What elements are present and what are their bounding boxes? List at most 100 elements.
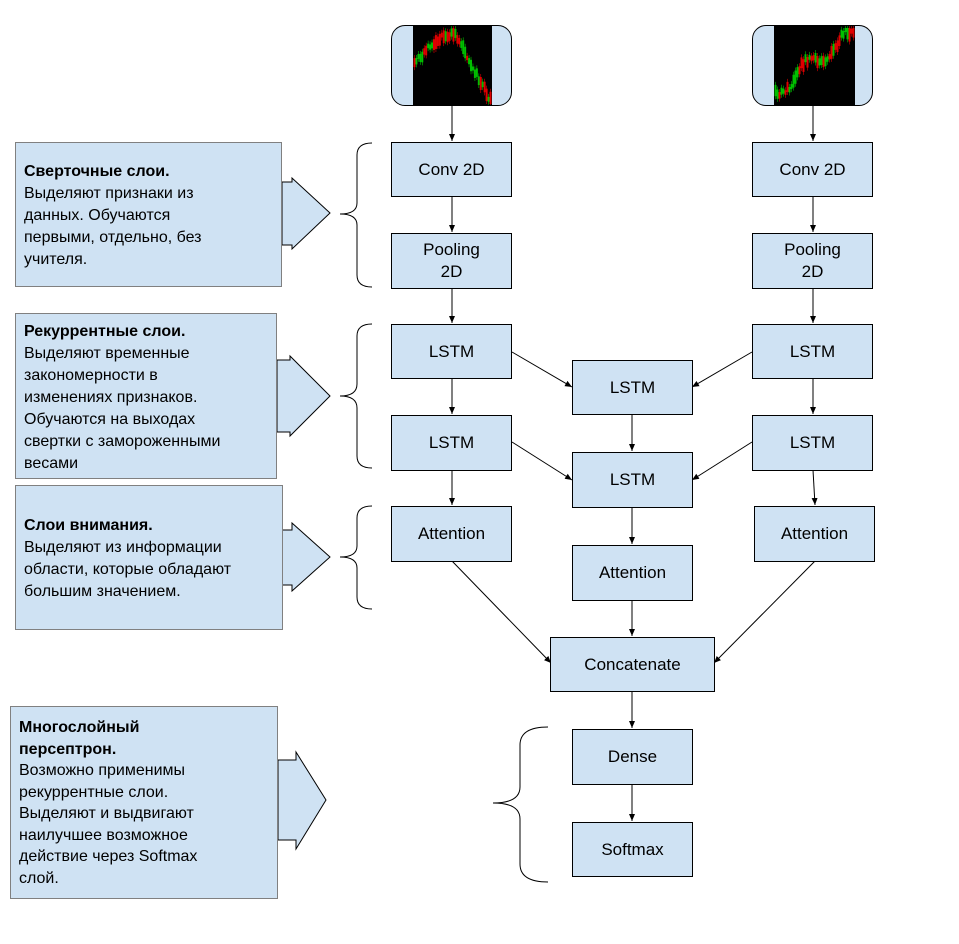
lstm-left-2-label: LSTM <box>428 433 475 452</box>
candle-body <box>421 51 424 63</box>
description-mlp-line: слой. <box>19 869 59 887</box>
description-attention-line: Выделяют из информации <box>24 539 222 556</box>
candle-body <box>487 96 490 102</box>
lstm-middle-1: LSTM <box>572 360 693 415</box>
candle-body <box>838 35 841 46</box>
description-recurrent-title: Рекуррентные слои. <box>24 323 186 340</box>
candle-body <box>460 41 463 48</box>
conv2d-left: Conv 2D <box>391 142 512 197</box>
candle-body <box>413 58 416 68</box>
candle-body <box>448 32 451 41</box>
conv2d-left-label: Conv 2D <box>418 159 485 179</box>
description-mlp: Многослойный персептрон. Возможно примен… <box>10 706 278 899</box>
candle-body <box>814 53 817 63</box>
chart-image-left <box>391 25 512 106</box>
candle-body <box>800 57 803 69</box>
candle-body <box>784 90 787 95</box>
description-conv-line: данных. Обучаются <box>24 207 171 224</box>
candle-body <box>776 89 779 99</box>
description-attention-line: области, которые обладают <box>24 561 232 578</box>
candle-body <box>810 56 813 62</box>
candle-body <box>431 42 434 49</box>
candle-body <box>824 57 827 67</box>
candle-body <box>794 70 797 84</box>
candle-body <box>446 31 449 43</box>
candle-body <box>450 28 453 37</box>
conv2d-right: Conv 2D <box>752 142 873 197</box>
candle-body <box>440 32 443 38</box>
candle-body <box>454 28 457 38</box>
description-attention-line: большим значением. <box>24 583 181 600</box>
candle-body <box>816 56 819 69</box>
candle-body <box>473 69 476 78</box>
candle-body <box>848 28 851 42</box>
candle-body <box>818 58 821 66</box>
description-conv-line: учителя. <box>24 251 88 268</box>
pooling2d-right-label-2: 2D <box>801 262 824 281</box>
candle-body <box>477 76 480 86</box>
candle-body <box>434 35 437 49</box>
description-mlp-line: действие через Softmax <box>19 848 198 865</box>
description-recurrent-line: закономерности в <box>24 367 158 384</box>
description-mlp-line: рекуррентные слои. <box>19 783 169 801</box>
candle-body <box>834 43 837 50</box>
candle-body <box>836 40 839 53</box>
candle-body <box>780 87 783 95</box>
candle-body <box>483 81 486 93</box>
candle-body <box>802 59 805 72</box>
attention-middle: Attention <box>572 545 693 601</box>
candle-body <box>466 55 469 61</box>
candle-body <box>468 58 471 65</box>
lstm-right-2: LSTM <box>752 415 873 471</box>
lstm-left-1-label: LSTM <box>428 341 475 361</box>
pooling2d-left: Pooling 2D <box>391 233 512 289</box>
dense: Dense <box>572 729 693 785</box>
description-recurrent-line: Выделяют временные <box>24 345 190 362</box>
candle-body <box>479 76 482 90</box>
candle-body <box>808 54 811 60</box>
candle-body <box>782 88 785 94</box>
candle-body <box>438 33 441 46</box>
candle-body <box>850 28 853 34</box>
pooling2d-left-label-2: 2D <box>440 262 463 281</box>
candle-body <box>436 36 439 46</box>
candle-body <box>456 35 459 44</box>
candle-body <box>423 48 426 55</box>
candle-body <box>444 31 447 42</box>
candle-body <box>820 56 823 65</box>
pooling2d-right-label: Pooling <box>784 240 841 259</box>
candle-body <box>852 28 855 38</box>
description-recurrent-line: свертки с замороженными <box>24 433 221 450</box>
candle-body <box>774 84 777 97</box>
lstm-right-1: LSTM <box>752 324 873 379</box>
attention-right: Attention <box>754 506 875 562</box>
description-conv-line: Выделяют признаки из <box>24 185 194 202</box>
candle-body <box>419 53 422 62</box>
candlestick-chart-left-icon <box>413 26 492 105</box>
candle-body <box>828 54 831 60</box>
lstm-middle-2: LSTM <box>572 452 693 508</box>
candle-body <box>792 74 795 88</box>
candle-body <box>425 45 428 56</box>
softmax-label: Softmax <box>601 839 664 859</box>
description-attention: Слои внимания. Выделяют из информации об… <box>15 485 283 630</box>
candle-body <box>427 43 430 49</box>
candle-body <box>842 30 845 39</box>
description-recurrent: Рекуррентные слои. Выделяют временные за… <box>15 313 277 479</box>
attention-middle-label: Attention <box>598 563 667 582</box>
candle-body <box>804 54 807 63</box>
attention-left-label: Attention <box>417 524 486 543</box>
description-recurrent-line: весами <box>24 455 79 472</box>
candle-body <box>417 54 420 59</box>
candle-body <box>475 68 478 77</box>
candle-body <box>788 87 791 93</box>
candle-body <box>452 28 455 42</box>
description-mlp-line: наилучшее возможное <box>19 826 188 844</box>
candle-body <box>778 92 781 99</box>
lstm-left-1: LSTM <box>391 324 512 379</box>
description-conv-title: Сверточные слои. <box>24 163 170 180</box>
description-mlp-line: Выделяют и выдвигают <box>19 805 194 822</box>
candle-body <box>796 67 799 78</box>
lstm-right-1-label: LSTM <box>789 341 836 361</box>
